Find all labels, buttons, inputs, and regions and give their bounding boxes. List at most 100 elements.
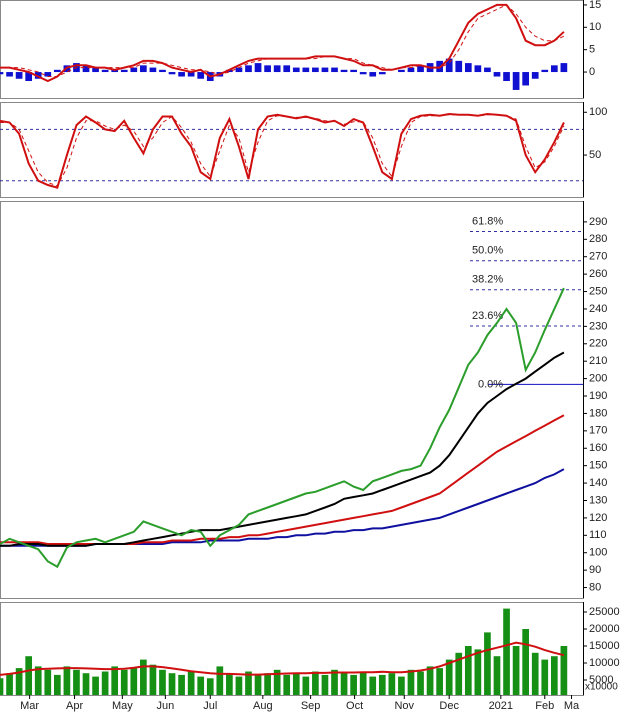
bar (34, 72, 42, 79)
bar (512, 72, 520, 90)
level-label: 0.0% (478, 378, 503, 390)
bar (273, 669, 281, 695)
bar (111, 69, 119, 73)
bar (15, 668, 23, 695)
y-tick-label: 170 (589, 425, 607, 437)
bar (159, 669, 166, 695)
y-tick-label: 270 (589, 251, 607, 263)
bar (474, 65, 482, 73)
bar (474, 649, 482, 695)
bar (63, 666, 71, 695)
bar (378, 674, 386, 695)
bar (197, 72, 205, 79)
bar (140, 65, 147, 73)
y-tick-label: 140 (589, 477, 607, 489)
y-tick-label: 130 (589, 494, 607, 506)
x-tick-label: Jun (156, 700, 174, 712)
y-tick-label: 210 (589, 355, 607, 367)
bar (378, 72, 386, 75)
bar (53, 674, 61, 695)
y-tick-label: 230 (589, 320, 607, 332)
y-tick-label: 120 (589, 512, 607, 524)
bar (6, 673, 13, 695)
bar (226, 673, 233, 695)
bar (493, 656, 501, 695)
bar (149, 67, 157, 73)
bar (560, 646, 568, 695)
bar (321, 674, 329, 695)
bar (484, 632, 491, 695)
bar (73, 669, 80, 695)
panel-frame (0, 0, 584, 99)
series-line (0, 468, 565, 547)
bar (130, 67, 138, 73)
bar (436, 668, 443, 695)
bar (407, 67, 415, 73)
bar (140, 659, 147, 695)
bar (187, 72, 195, 77)
bar (53, 69, 61, 73)
bar (369, 72, 377, 77)
bar (168, 673, 176, 695)
bar (264, 65, 271, 73)
bar (187, 671, 195, 695)
bar (541, 659, 549, 695)
bar (350, 674, 357, 695)
bar (283, 65, 291, 73)
y-tick-label: 280 (589, 233, 607, 245)
bar (331, 67, 338, 73)
y-tick-label: 0 (589, 66, 595, 78)
unit-label: x10000 (585, 682, 618, 693)
series-line (0, 414, 565, 545)
y-tick-label: 220 (589, 338, 607, 350)
y-tick-label: 290 (589, 216, 607, 228)
bar (197, 676, 205, 695)
bar (369, 676, 377, 695)
bar (0, 678, 4, 695)
bar (550, 656, 558, 695)
bar (15, 72, 23, 79)
y-tick-label: 50 (589, 149, 601, 161)
bar (503, 72, 510, 81)
bar (340, 69, 348, 73)
bar (82, 673, 90, 695)
bar (417, 671, 424, 695)
y-tick-label: 10 (589, 21, 601, 33)
y-tick-label: 200 (589, 373, 607, 385)
bar (6, 72, 13, 77)
y-tick-label: 20000 (589, 623, 620, 635)
x-tick-label: Feb (535, 700, 554, 712)
x-tick-label: Ma (564, 700, 580, 712)
level-label: 50.0% (472, 245, 503, 257)
bar (531, 72, 539, 79)
y-tick-label: 260 (589, 268, 607, 280)
series-line (0, 287, 565, 569)
x-tick-label: Dec (439, 700, 459, 712)
bar (130, 668, 138, 695)
bar (92, 67, 99, 73)
y-tick-label: 5000 (589, 674, 613, 686)
bar (445, 58, 453, 73)
bar (464, 646, 472, 695)
bar (445, 659, 453, 695)
series-line (0, 351, 565, 547)
bar (245, 65, 252, 73)
level-label: 61.8% (472, 215, 503, 227)
bar (111, 666, 119, 695)
bar (455, 652, 463, 695)
bar (417, 65, 424, 73)
y-tick-label: 90 (589, 564, 601, 576)
bar (149, 664, 157, 695)
bar (254, 63, 262, 73)
bar (388, 673, 396, 695)
bar (206, 678, 214, 695)
bar (120, 69, 128, 73)
bar (493, 72, 501, 77)
bar (331, 669, 338, 695)
bar (455, 60, 463, 73)
y-tick-label: 25000 (589, 606, 620, 618)
x-tick-label: Mar (20, 700, 39, 712)
x-tick-label: Sep (301, 700, 321, 712)
series-line (0, 112, 565, 189)
bar (464, 63, 472, 73)
